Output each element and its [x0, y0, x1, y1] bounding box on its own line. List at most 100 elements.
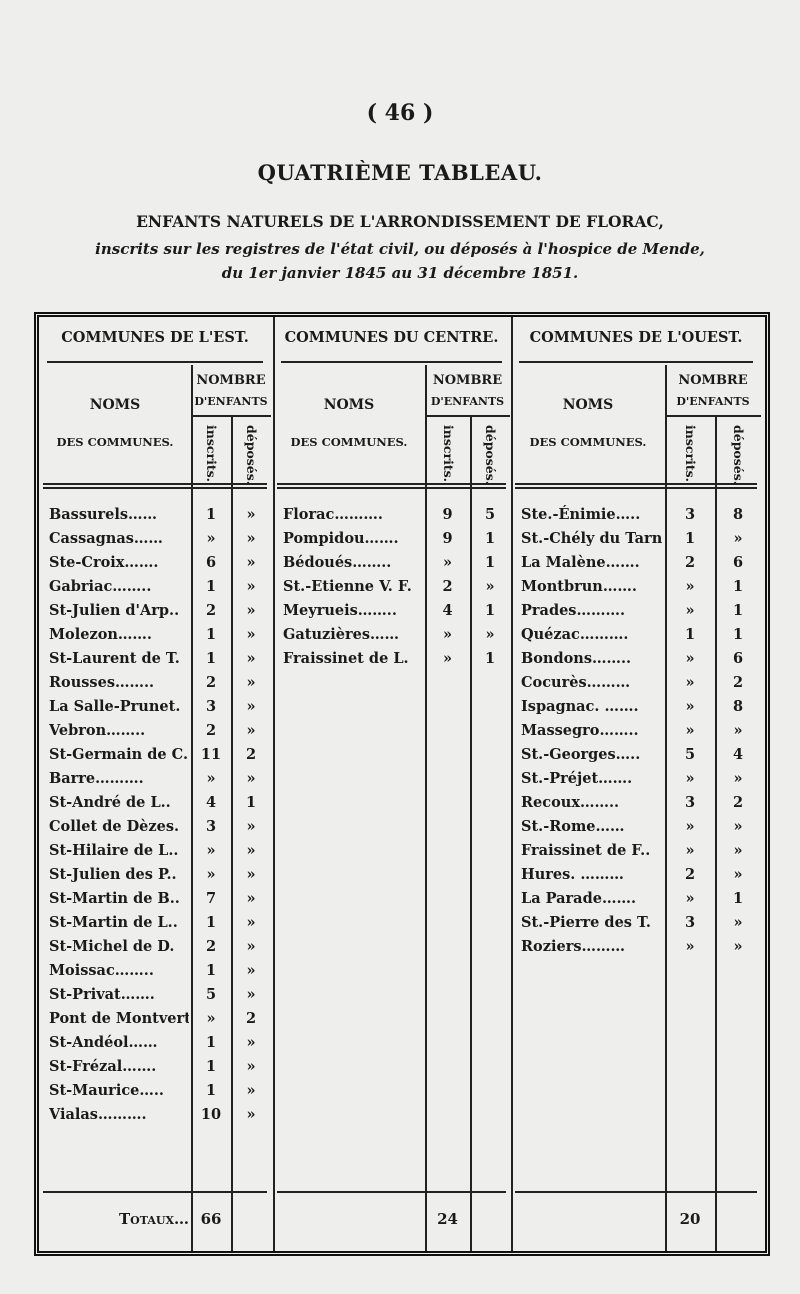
deposes-value: »: [733, 866, 743, 883]
deposes-value: »: [246, 866, 256, 883]
deposes-value: »: [246, 1106, 256, 1123]
commune-name: St-Julien d'Arp..: [49, 602, 180, 619]
inscrits-value: 1: [684, 626, 696, 643]
commune-name: Pont de Montvert: [49, 1010, 189, 1027]
inscrits-value: 10: [200, 1106, 222, 1123]
deposes-value: »: [246, 986, 256, 1003]
inscrits-value: 1: [205, 1082, 217, 1099]
deposes-value: »: [246, 674, 256, 691]
deposes-value: 1: [484, 602, 496, 619]
deposes-value: »: [246, 938, 256, 955]
deposes-value: 1: [484, 650, 496, 667]
inscrits-value: 1: [205, 578, 217, 595]
inscrits-value: 5: [205, 986, 217, 1003]
deposes-value: »: [246, 650, 256, 667]
commune-name: Gatuzières……: [283, 626, 400, 643]
deposes-value: »: [733, 770, 743, 787]
deposes-value: »: [733, 914, 743, 931]
inscrits-value: 4: [442, 602, 453, 619]
table-title: QUATRIÈME TABLEAU.: [257, 160, 543, 185]
commune-name: Fraissinet de L.: [283, 650, 409, 667]
commune-name: Cocurès………: [521, 674, 631, 691]
deposes-value: »: [733, 722, 743, 739]
commune-name: La Parade…….: [521, 890, 636, 907]
header-deposes: déposés.: [244, 425, 259, 486]
deposes-value: 1: [732, 890, 744, 907]
row-divider: [425, 415, 510, 417]
section-total: 66: [200, 1210, 222, 1228]
row-divider: [281, 361, 502, 363]
commune-name: Vialas……….: [49, 1106, 147, 1123]
commune-name: St-Martin de L..: [49, 914, 178, 931]
header-nombre: NOMBRE: [196, 373, 266, 388]
header-noms: NOMS: [323, 397, 375, 413]
commune-name: Bondons……..: [521, 650, 632, 667]
inscrits-value: »: [685, 818, 695, 835]
commune-name: St.-Préjet…….: [521, 770, 633, 787]
column-divider: [273, 317, 275, 1251]
deposes-value: »: [733, 842, 743, 859]
commune-name: La Malène…….: [521, 554, 640, 571]
commune-name: St-Maurice…..: [49, 1082, 164, 1099]
commune-name: Gabriac……..: [49, 578, 152, 595]
commune-name: Ste-Croix…….: [49, 554, 159, 571]
commune-name: St.-Chély du Tarn: [521, 530, 663, 547]
commune-name: St.-Etienne V. F.: [283, 578, 412, 595]
commune-name: St-André de L..: [49, 794, 171, 811]
inscrits-value: »: [206, 770, 216, 787]
commune-name: St-Laurent de T.: [49, 650, 180, 667]
inscrits-value: 1: [205, 1058, 217, 1075]
commune-name: Molezon…….: [49, 626, 152, 643]
page-number: ( 46 ): [366, 100, 434, 126]
commune-name: St-Hilaire de L..: [49, 842, 179, 859]
inscrits-value: 1: [205, 626, 217, 643]
deposes-value: »: [485, 578, 495, 595]
commune-name: Ste.-Énimie…..: [521, 506, 641, 523]
header-deposes: déposés.: [483, 425, 498, 486]
header-noms: NOMS: [89, 397, 141, 413]
column-divider: [470, 417, 472, 1251]
row-divider: [277, 483, 506, 485]
inscrits-value: 3: [684, 914, 696, 931]
inscrits-value: »: [206, 530, 216, 547]
commune-name: St-Julien des P..: [49, 866, 177, 883]
inscrits-value: 2: [684, 866, 696, 883]
header-d-enfants: D'ENFANTS: [676, 395, 750, 408]
column-divider: [511, 317, 513, 1251]
column-divider: [231, 417, 233, 1251]
deposes-value: »: [246, 1082, 256, 1099]
inscrits-value: 2: [205, 674, 217, 691]
commune-name: Moissac……..: [49, 962, 154, 979]
header-d-enfants: D'ENFANTS: [194, 395, 268, 408]
communes-table: COMMUNES DE L'EST. NOMBRE D'ENFANTS NOMS DES…: [34, 312, 770, 1256]
table-subtitle: ENFANTS NATURELS DE L'ARRONDISSEMENT DE …: [136, 212, 664, 231]
deposes-value: 6: [732, 554, 744, 571]
commune-name: St.-Georges…..: [521, 746, 641, 763]
deposes-value: 2: [732, 674, 744, 691]
header-nombre: NOMBRE: [678, 373, 748, 388]
commune-name: Vebron……..: [49, 722, 146, 739]
row-divider: [277, 1191, 506, 1193]
deposes-value: 2: [732, 794, 744, 811]
header-inscrits: inscrits.: [204, 425, 219, 482]
deposes-value: »: [246, 890, 256, 907]
deposes-value: »: [246, 578, 256, 595]
column-divider: [715, 417, 717, 1251]
row-divider: [43, 1191, 267, 1193]
inscrits-value: 2: [205, 602, 217, 619]
column-divider: [425, 365, 427, 1251]
deposes-value: »: [246, 722, 256, 739]
row-divider: [47, 361, 263, 363]
header-des-communes: DES COMMUNES.: [290, 435, 408, 449]
deposes-value: »: [246, 506, 256, 523]
inscrits-value: »: [685, 842, 695, 859]
row-divider: [515, 487, 757, 489]
section-title: COMMUNES DE L'EST.: [61, 329, 249, 346]
inscrits-value: 4: [205, 794, 217, 811]
deposes-value: »: [733, 530, 743, 547]
deposes-value: 1: [245, 794, 257, 811]
inscrits-value: 2: [205, 722, 217, 739]
deposes-value: 4: [732, 746, 744, 763]
deposes-value: 1: [484, 530, 496, 547]
deposes-value: »: [733, 938, 743, 955]
